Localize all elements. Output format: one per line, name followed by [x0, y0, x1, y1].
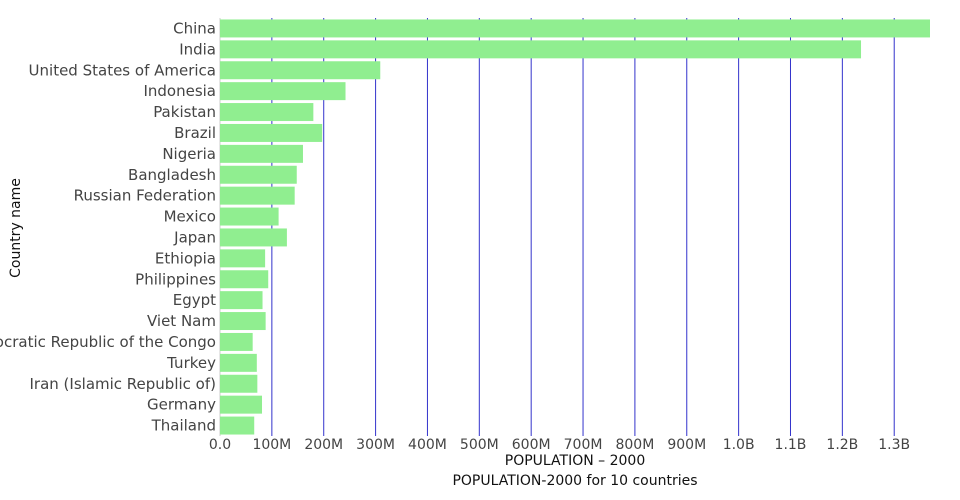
bar [220, 416, 255, 435]
bar [220, 291, 263, 310]
x-tick-label: 800M [615, 437, 654, 453]
category-label: Iran (Islamic Republic of) [30, 375, 217, 393]
x-tick-label: 300M [356, 437, 395, 453]
x-tick-label: 700M [564, 437, 603, 453]
x-tick-label: 100M [252, 437, 291, 453]
category-label: Bangladesh [128, 166, 216, 184]
bar [220, 186, 295, 205]
x-tick-label: 1.0B [723, 437, 755, 453]
category-label: Democratic Republic of the Congo [0, 333, 216, 351]
bar [220, 40, 862, 59]
x-tick-label: 600M [512, 437, 551, 453]
category-label: Turkey [166, 354, 216, 372]
category-label: Brazil [174, 124, 216, 142]
bar [220, 82, 346, 101]
category-label: Ethiopia [155, 249, 216, 267]
x-tick-label: 1.2B [826, 437, 858, 453]
category-label: Mexico [164, 208, 216, 226]
x-tick-label: 1.1B [775, 437, 807, 453]
bar [220, 353, 257, 372]
bar [220, 123, 323, 142]
bar [220, 270, 269, 289]
bar [220, 395, 263, 414]
x-tick-label: 500M [460, 437, 499, 453]
x-tick-label: 900M [667, 437, 706, 453]
category-label: Nigeria [162, 145, 216, 163]
bars [220, 19, 930, 435]
category-label: Egypt [173, 291, 216, 309]
category-label: Japan [173, 228, 216, 246]
bar [220, 332, 253, 351]
category-label: Pakistan [153, 103, 216, 121]
category-label: Russian Federation [74, 187, 216, 205]
x-tick-label: 1.3B [878, 437, 910, 453]
bar [220, 249, 266, 268]
x-tick-label: 0.0 [209, 437, 231, 453]
x-axis-title: POPULATION – 2000 [505, 453, 645, 469]
category-label: India [179, 40, 216, 58]
category-label: Thailand [151, 417, 216, 435]
x-tick-label: 200M [304, 437, 343, 453]
bar [220, 207, 279, 226]
x-tick-labels: 0.0 100M 200M 300M 400M 500M 600M 700M 800M 900M 1… [209, 437, 910, 453]
bar [220, 165, 297, 184]
category-label: Germany [147, 396, 216, 414]
category-label: United States of America [29, 61, 216, 79]
bar [220, 19, 930, 38]
bar [220, 312, 266, 331]
x-tick-label: 400M [408, 437, 447, 453]
category-labels: China India United States of America Indone… [0, 19, 216, 434]
bar [220, 374, 258, 393]
category-label: Indonesia [143, 82, 216, 100]
category-label: Viet Nam [147, 312, 216, 330]
bar [220, 61, 381, 80]
bar [220, 103, 314, 122]
bar [220, 228, 287, 247]
gridlines [219, 18, 895, 436]
chart-caption: POPULATION-2000 for 10 countries [452, 473, 697, 489]
category-label: Philippines [135, 270, 216, 288]
y-axis-title: Country name [8, 178, 24, 278]
bar [220, 144, 303, 163]
category-label: China [173, 19, 216, 37]
